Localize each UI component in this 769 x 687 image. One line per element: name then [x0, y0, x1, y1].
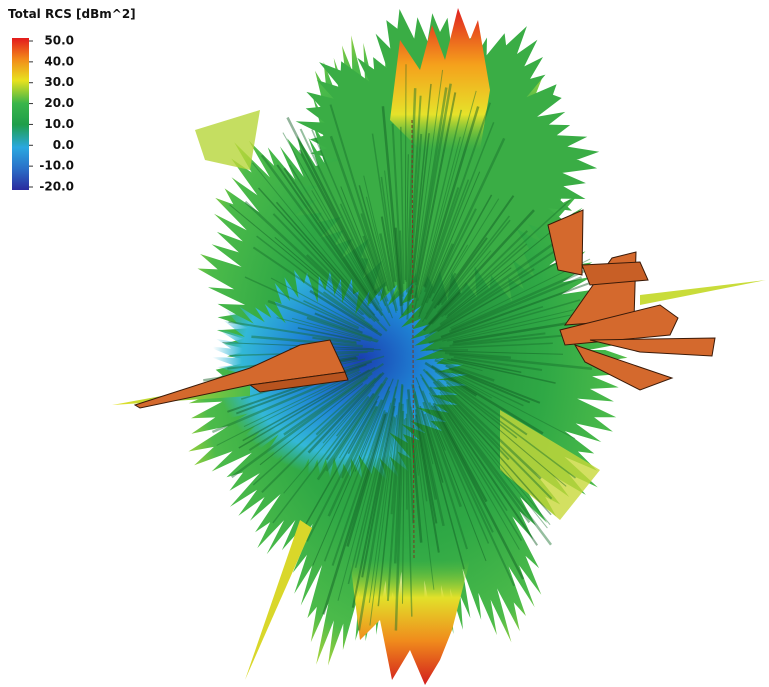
rcs-pattern [188, 8, 635, 685]
color-legend: Total RCS [dBm^2] 50.0 40.0 30.0 20.0 10.0 0.… [8, 7, 136, 194]
lobe-spike [245, 520, 312, 680]
rcs-view: Total RCS [dBm^2] 50.0 40.0 30.0 20.0 10.0 0.… [0, 0, 769, 687]
legend-tick-label: 50.0 [44, 34, 74, 48]
legend-tick-label: 0.0 [53, 138, 74, 152]
legend-tick-label: -20.0 [39, 180, 74, 194]
legend-tick-label: 40.0 [44, 54, 74, 68]
legend-tick-label: 20.0 [44, 96, 74, 110]
legend-tick-label: -10.0 [39, 159, 74, 173]
legend-tick-label: 30.0 [44, 75, 74, 89]
legend-title: Total RCS [dBm^2] [8, 7, 136, 21]
colorbar [12, 38, 29, 190]
lobe-left-yellow [195, 110, 260, 170]
aircraft-wing [582, 262, 648, 285]
lobe-spike [640, 280, 766, 305]
legend-tick-label: 10.0 [44, 117, 74, 131]
